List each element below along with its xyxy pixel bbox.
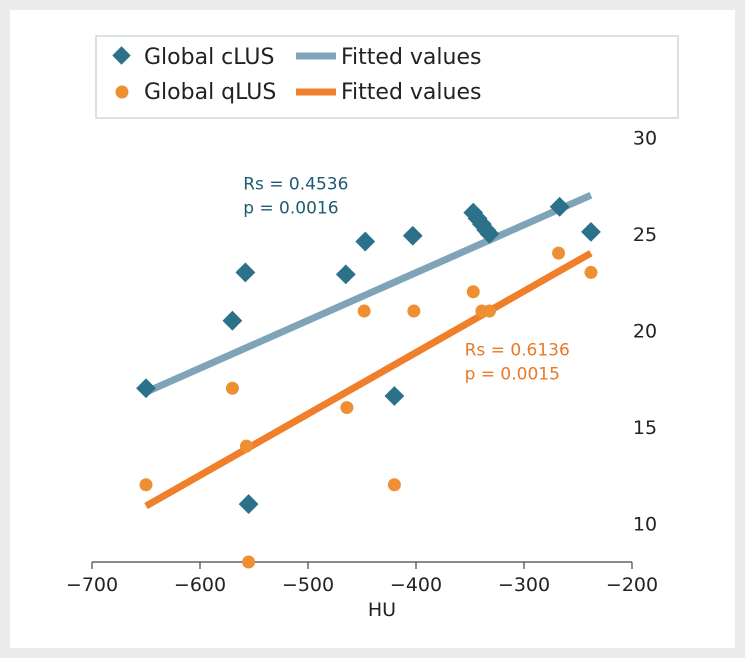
cLUS-point — [238, 494, 259, 514]
cLUS-point — [355, 231, 376, 252]
legend-item-qLUS-fit: Fitted values — [296, 80, 481, 105]
annotation-p-1: p = 0.0016 — [243, 198, 338, 218]
annotation-rs-2: Rs = 0.6136 — [465, 340, 570, 360]
legend-item-cLUS: Global cLUS — [112, 45, 275, 70]
y-tick-label: 25 — [633, 224, 657, 246]
cLUS-point — [136, 378, 156, 399]
y-tick-label: 15 — [633, 417, 657, 439]
qLUS-point — [584, 265, 598, 279]
data-points — [136, 196, 601, 569]
legend: Global cLUS Fitted values Global qLUS Fi… — [95, 35, 679, 119]
diamond-marker-icon — [112, 46, 131, 65]
x-tick-label: −400 — [390, 574, 442, 596]
chart-panel: Global cLUS Fitted values Global qLUS Fi… — [10, 10, 735, 648]
qLUS-point — [482, 304, 496, 318]
cLUS-point — [384, 386, 405, 406]
qLUS-point — [139, 478, 153, 492]
y-tick-label: 10 — [633, 513, 657, 535]
x-tick-label: −500 — [282, 574, 334, 596]
qLUS-point — [552, 246, 566, 260]
annotation-rs-1: Rs = 0.4536 — [243, 174, 348, 194]
legend-item-cLUS-fit: Fitted values — [296, 45, 481, 70]
legend-box — [95, 35, 679, 119]
qLUS-point — [242, 555, 256, 569]
cLUS-point — [235, 262, 256, 283]
x-tick-label: −700 — [66, 574, 118, 596]
cLUS-point — [581, 221, 601, 242]
qLUS-point — [340, 401, 354, 415]
cLUS-point — [479, 223, 500, 244]
y-tick-label: 30 — [633, 127, 657, 149]
cLUS-point — [335, 264, 356, 285]
axes: −700 −600 −500 −400 −300 −200 10 15 20 25 30 — [66, 127, 658, 596]
qLUS-point — [357, 304, 371, 318]
legend-label-cLUS: Global cLUS — [144, 45, 275, 70]
qLUS-point — [387, 478, 401, 492]
fitted-line-cLUS — [144, 192, 593, 396]
annotations: Rs = 0.4536 p = 0.0016 Rs = 0.6136 p = 0.00… — [243, 174, 570, 384]
annotation-p-2: p = 0.0015 — [465, 364, 560, 384]
x-tick-label: −600 — [174, 574, 226, 596]
qLUS-point — [466, 285, 480, 299]
legend-label-qLUS-fit: Fitted values — [341, 80, 481, 105]
qLUS-point — [225, 381, 239, 395]
legend-label-cLUS-fit: Fitted values — [341, 45, 481, 70]
legend-item-qLUS: Global qLUS — [115, 80, 276, 105]
fitted-line-qLUS — [144, 250, 593, 510]
y-tick-label: 20 — [633, 320, 657, 342]
qLUS-point — [239, 439, 253, 453]
qLUS-point — [407, 304, 421, 318]
x-axis-label: HU — [368, 599, 396, 621]
x-tick-label: −300 — [498, 574, 550, 596]
fitted-lines — [144, 192, 593, 510]
circle-marker-icon — [115, 85, 129, 99]
cLUS-point — [402, 225, 423, 246]
cLUS-point — [222, 310, 243, 331]
legend-label-qLUS: Global qLUS — [144, 80, 276, 105]
scatter-chart: Global cLUS Fitted values Global qLUS Fi… — [66, 35, 679, 621]
x-tick-label: −200 — [606, 574, 658, 596]
